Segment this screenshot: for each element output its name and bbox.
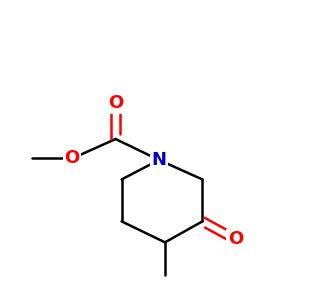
Text: O: O <box>108 94 123 112</box>
Text: O: O <box>65 149 80 167</box>
Text: N: N <box>151 151 167 169</box>
Text: O: O <box>228 230 243 248</box>
